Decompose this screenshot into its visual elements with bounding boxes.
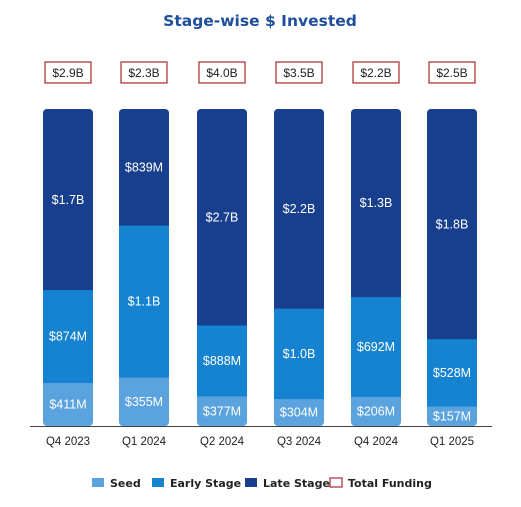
x-tick-q2-2024: Q2 2024 bbox=[200, 436, 245, 448]
total-funding-box bbox=[44, 61, 92, 84]
legend-swatch bbox=[245, 478, 257, 487]
data-label-early-stage-q1-2025: $528M bbox=[433, 366, 471, 380]
data-label-early-stage-q3-2024: $1.0B bbox=[283, 347, 316, 361]
x-axis-tick-labels: Q4 2023 Q1 2024 Q2 2024 Q3 2024 Q4 2024 Q1 20… bbox=[46, 436, 474, 448]
data-label-early-stage-q2-2024: $888M bbox=[203, 354, 241, 368]
data-label-seed-q2-2024: $377M bbox=[203, 404, 241, 418]
data-label-late-stage-q2-2024: $2.7B bbox=[206, 210, 239, 224]
bar-late-stage-q2-2024 bbox=[197, 109, 247, 326]
total-funding-label: $2.2B bbox=[360, 66, 391, 80]
data-label-early-stage-q4-2023: $874M bbox=[49, 329, 87, 343]
bar-late-stage-q1-2025 bbox=[427, 109, 477, 340]
x-tick-q3-2024: Q3 2024 bbox=[277, 436, 322, 448]
bar-stack-q1-2025 bbox=[427, 109, 477, 426]
bar-seed-q1-2025 bbox=[427, 405, 477, 426]
x-tick-q1-2024: Q1 2024 bbox=[122, 436, 167, 448]
legend-item-seed: Seed bbox=[92, 477, 141, 490]
bar-early-stage-q2-2024 bbox=[197, 324, 247, 397]
total-funding-q1-2024: $2.3B bbox=[120, 61, 168, 84]
bar-stack-q2-2024 bbox=[197, 109, 247, 426]
total-funding-box bbox=[428, 61, 476, 84]
bar-late-stage-q3-2024 bbox=[274, 109, 324, 309]
total-funding-box bbox=[198, 61, 246, 84]
chart-title: Stage-wise $ Invested bbox=[163, 12, 357, 30]
x-tick-q1-2025: Q1 2025 bbox=[430, 436, 474, 448]
bar-early-stage-q1-2025 bbox=[427, 338, 477, 407]
total-funding-box bbox=[352, 61, 400, 84]
legend-label: Late Stage bbox=[263, 477, 330, 490]
data-label-late-stage-q4-2023: $1.7B bbox=[52, 193, 85, 207]
total-funding-q2-2024: $4.0B bbox=[198, 61, 246, 84]
bar-late-stage-q1-2024 bbox=[119, 109, 169, 226]
total-funding-label: $2.9B bbox=[52, 66, 83, 80]
total-funding-label: $3.5B bbox=[283, 66, 314, 80]
legend-item-total-funding: Total Funding bbox=[329, 477, 432, 490]
data-label-seed-q1-2024: $355M bbox=[125, 395, 163, 409]
legend-swatch bbox=[92, 478, 104, 487]
total-funding-q4-2024: $2.2B bbox=[352, 61, 400, 84]
data-label-seed-q3-2024: $304M bbox=[280, 406, 318, 420]
bar-early-stage-q4-2023 bbox=[43, 289, 93, 383]
bar-stack-q4-2024 bbox=[351, 109, 401, 426]
data-label-late-stage-q4-2024: $1.3B bbox=[360, 196, 393, 210]
legend-item-early-stage: Early Stage bbox=[152, 477, 241, 490]
legend-swatch bbox=[152, 478, 164, 487]
bar-seed-q4-2024 bbox=[351, 396, 401, 426]
bar-seed-q3-2024 bbox=[274, 398, 324, 426]
bar-early-stage-q3-2024 bbox=[274, 308, 324, 400]
legend: Seed Early Stage Late Stage Total Funding bbox=[92, 477, 432, 490]
total-funding-q3-2024: $3.5B bbox=[275, 61, 323, 84]
legend-swatch bbox=[329, 477, 343, 488]
data-label-seed-q4-2024: $206M bbox=[357, 405, 395, 419]
x-tick-q4-2023: Q4 2023 bbox=[46, 436, 90, 448]
total-funding-label: $2.3B bbox=[128, 66, 159, 80]
data-label-early-stage-q1-2024: $1.1B bbox=[128, 294, 161, 308]
legend-label: Early Stage bbox=[170, 477, 241, 490]
bar-late-stage-q4-2023 bbox=[43, 109, 93, 291]
bar-seed-q2-2024 bbox=[197, 395, 247, 426]
data-label-seed-q1-2025: $157M bbox=[433, 409, 471, 423]
total-funding-q4-2023: $2.9B bbox=[44, 61, 92, 84]
total-funding-label: $2.5B bbox=[436, 66, 467, 80]
bar-late-stage-q4-2024 bbox=[351, 109, 401, 298]
bar-early-stage-q4-2024 bbox=[351, 296, 401, 397]
total-funding-label: $4.0B bbox=[206, 66, 237, 80]
x-tick-q4-2024: Q4 2024 bbox=[354, 436, 399, 448]
bar-early-stage-q1-2024 bbox=[119, 224, 169, 378]
segment-labels: $411M $874M $1.7B $355M $1.1B $839M $377M $888M… bbox=[49, 160, 471, 423]
total-funding-labels: $2.9B $2.3B $4.0B $3.5B $2.2B $2.5B bbox=[44, 61, 476, 84]
bar-stack-q1-2024 bbox=[119, 109, 169, 426]
data-label-late-stage-q1-2025: $1.8B bbox=[436, 217, 469, 231]
total-funding-box bbox=[275, 61, 323, 84]
total-funding-box bbox=[120, 61, 168, 84]
data-label-seed-q4-2023: $411M bbox=[49, 398, 86, 412]
legend-label: Total Funding bbox=[348, 477, 432, 490]
bar-stack-q4-2023 bbox=[43, 109, 93, 426]
legend-label: Seed bbox=[110, 477, 141, 490]
data-label-late-stage-q3-2024: $2.2B bbox=[283, 202, 316, 216]
bars bbox=[43, 109, 477, 426]
bar-seed-q1-2024 bbox=[119, 376, 169, 426]
bar-seed-q4-2023 bbox=[43, 382, 93, 426]
bar-stack-q3-2024 bbox=[274, 109, 324, 426]
total-funding-q1-2025: $2.5B bbox=[428, 61, 476, 84]
data-label-early-stage-q4-2024: $692M bbox=[357, 340, 395, 354]
data-label-late-stage-q1-2024: $839M bbox=[125, 160, 163, 174]
legend-item-late-stage: Late Stage bbox=[245, 477, 330, 490]
